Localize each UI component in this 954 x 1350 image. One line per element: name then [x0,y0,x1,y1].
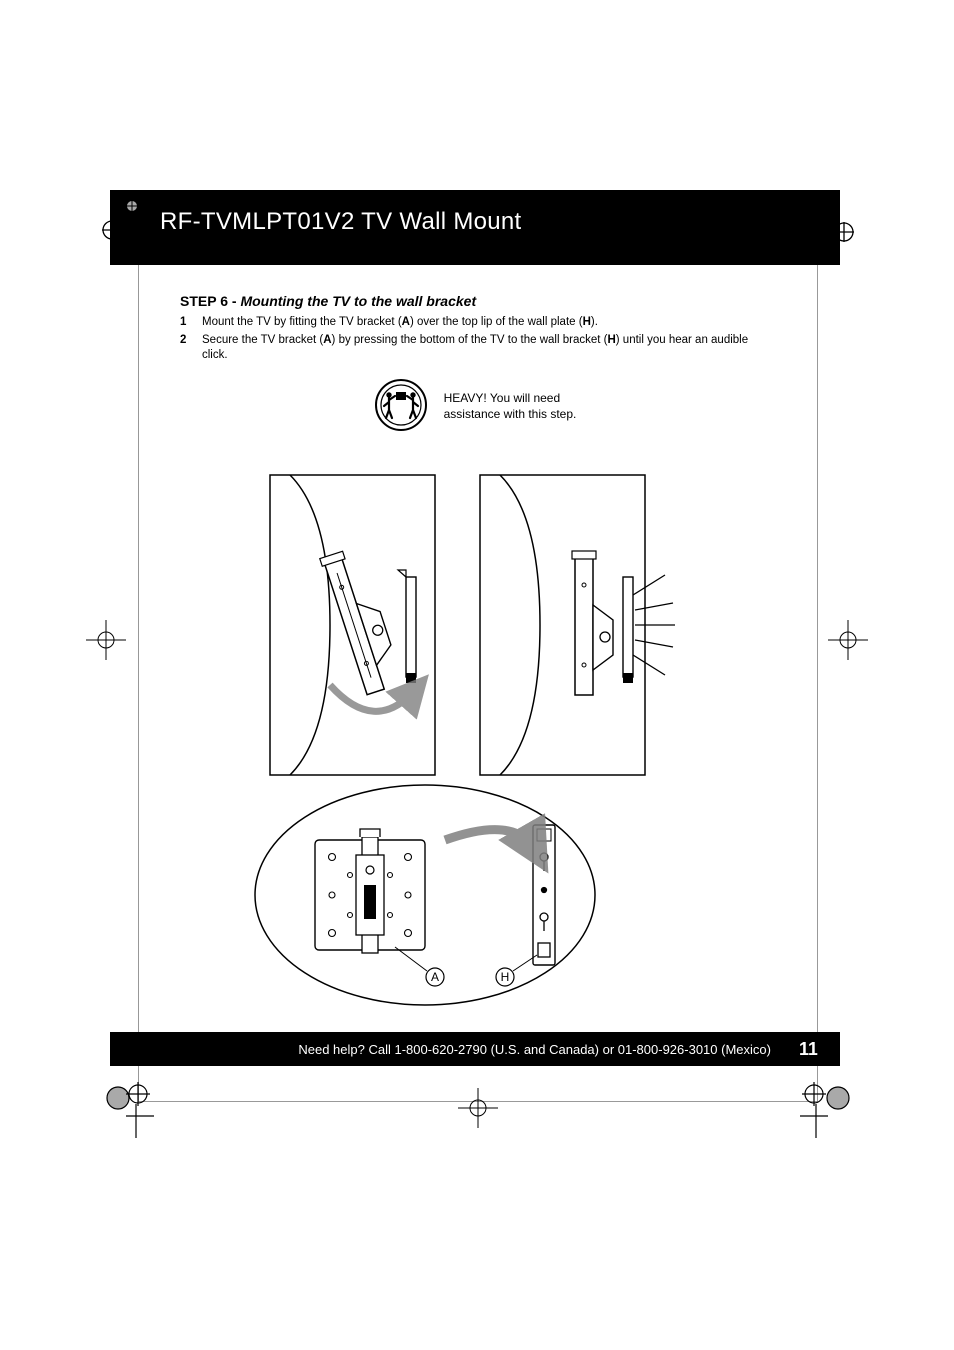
registration-mark-icon [832,220,856,244]
crop-mark-icon [828,620,868,660]
registration-mark-icon [100,218,124,242]
trim-line [138,206,818,1102]
crop-mark-icon [86,620,126,660]
